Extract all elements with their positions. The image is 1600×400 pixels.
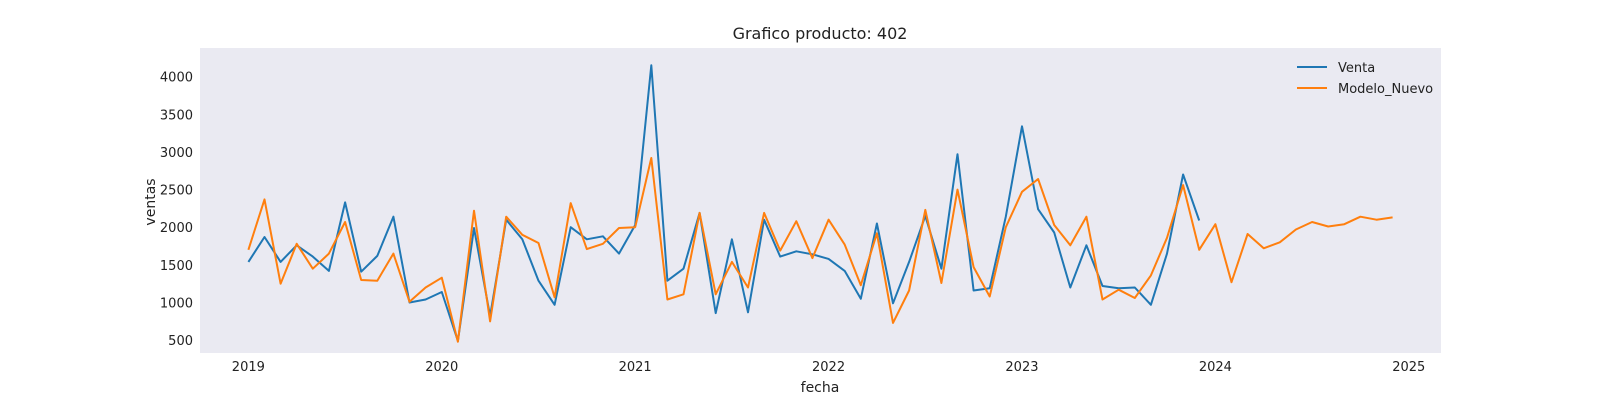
y-tick-label: 1000	[160, 297, 193, 312]
series-line-modelo-nuevo	[247, 157, 1393, 343]
y-tick-label: 500	[168, 334, 193, 349]
y-tick-label: 3500	[160, 108, 193, 123]
legend-label-modelo-nuevo: Modelo_Nuevo	[1338, 82, 1433, 97]
y-tick-label: 2500	[160, 184, 193, 199]
x-tick-label: 2021	[619, 360, 652, 375]
x-axis-label: fecha	[801, 380, 840, 396]
y-tick-label: 3000	[160, 146, 193, 161]
y-axis-label: ventas	[143, 178, 159, 225]
y-tick-label: 1500	[160, 259, 193, 274]
chart-title: Grafico producto: 402	[733, 24, 908, 43]
series-lines	[247, 64, 1393, 343]
plot-area	[200, 48, 1441, 353]
x-tick-label: 2020	[425, 360, 458, 375]
x-tick-label: 2024	[1199, 360, 1232, 375]
x-tick-label: 2025	[1392, 360, 1425, 375]
x-tick-label: 2022	[812, 360, 845, 375]
legend-label-venta: Venta	[1338, 61, 1375, 76]
x-axis: 2019 2020 2021 2022 2023 2024 2025	[232, 360, 1426, 375]
y-axis: 500 1000 1500 2000 2500 3000 3500 4000	[160, 71, 193, 350]
y-tick-label: 2000	[160, 221, 193, 236]
x-tick-label: 2019	[232, 360, 265, 375]
y-tick-label: 4000	[160, 71, 193, 86]
legend: Venta Modelo_Nuevo	[1297, 61, 1433, 97]
x-tick-label: 2023	[1005, 360, 1038, 375]
